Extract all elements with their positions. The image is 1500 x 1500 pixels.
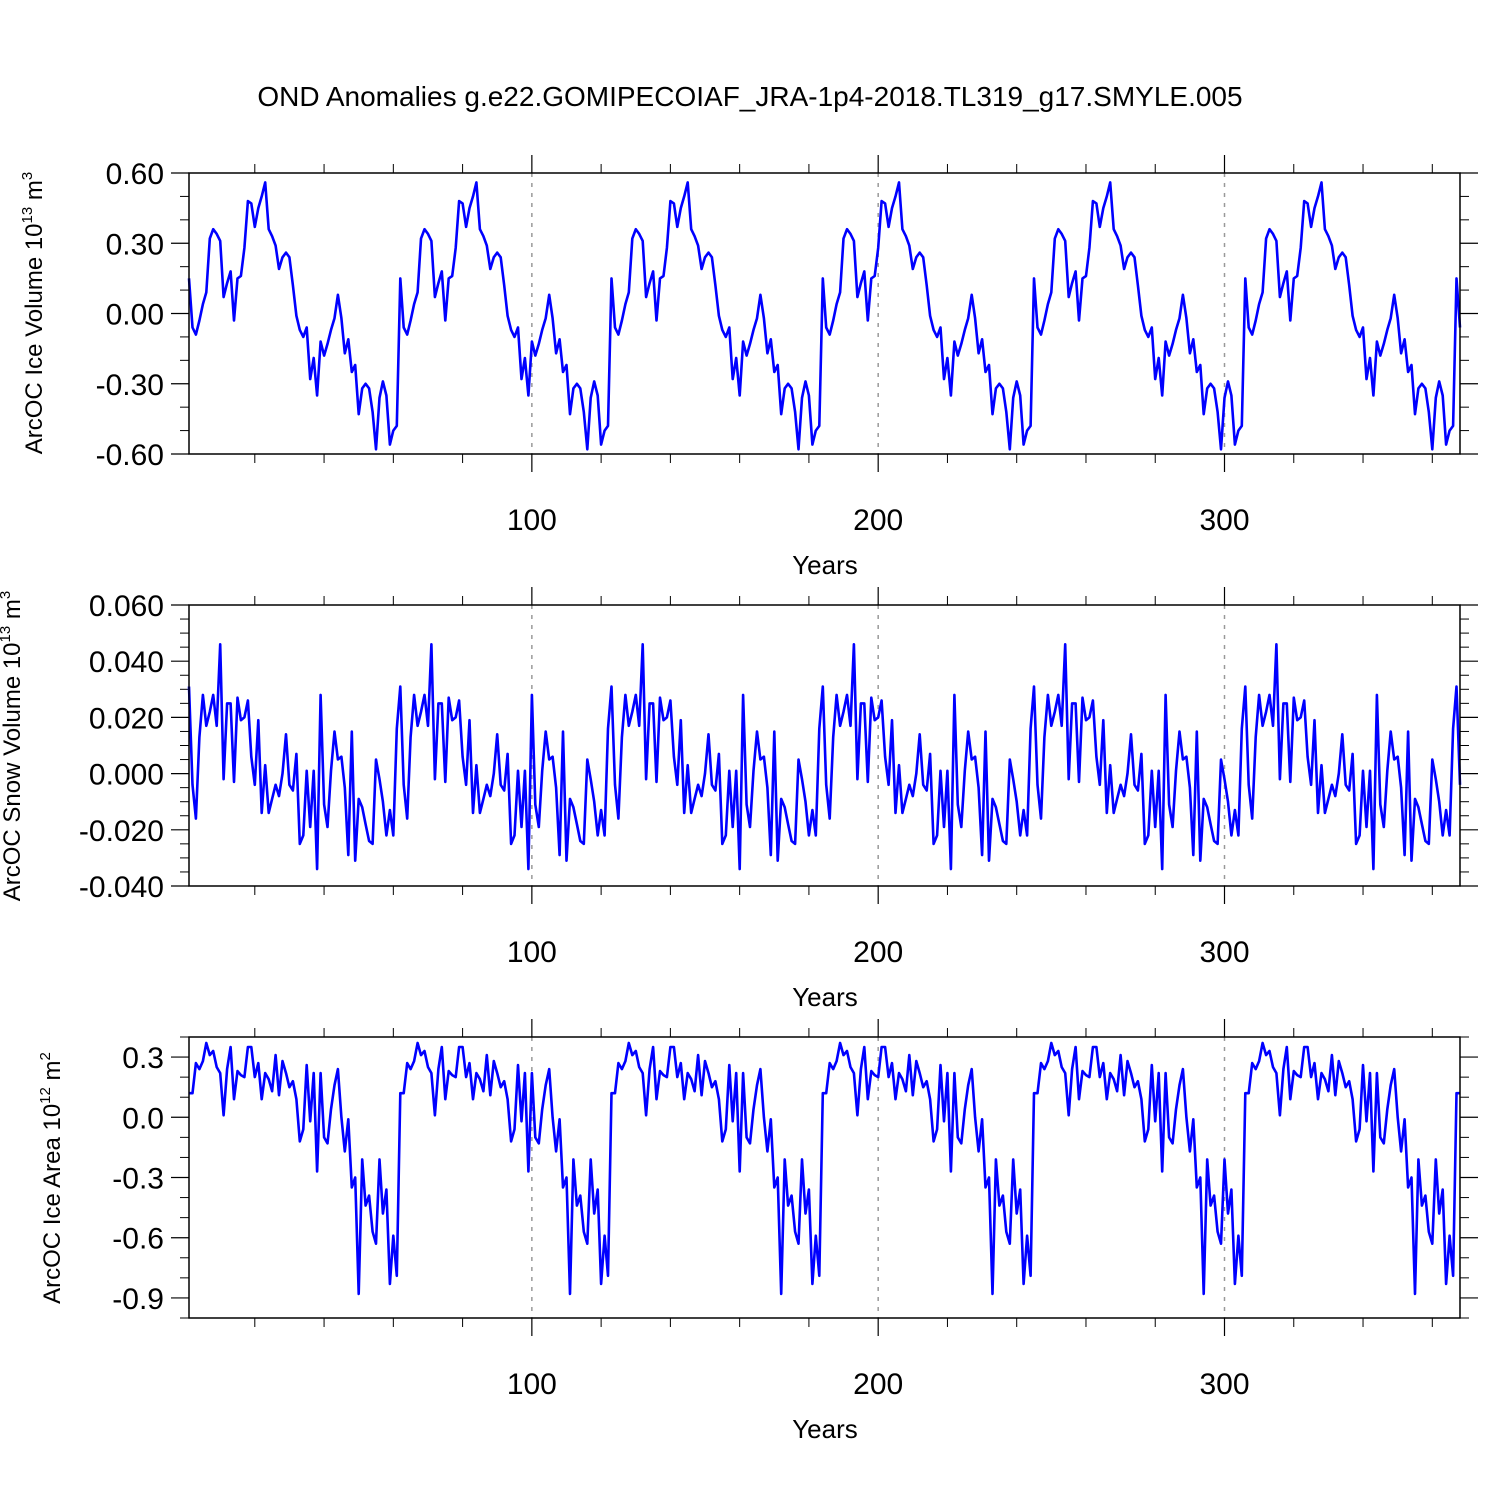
y-tick-label-snow-volume-2: 0.000 [89,759,164,792]
y-axis-label-ice-volume-unit: m [21,180,48,207]
series-line-ice-volume-0 [187,181,1462,451]
y-tick-label-ice-volume-1: -0.30 [96,369,164,402]
plot-area-ice-area: 100 200 300 -0.9 -0.6 -0.3 0.0 0.3 [112,1019,1478,1401]
y-axis-label-ice-area-prefix: ArcOC Ice Area 10 [39,1104,66,1304]
x-tick-label-ice-area-0: 100 [507,1368,557,1401]
y-axis-label-snow-volume-exp: 13 [0,626,14,643]
plot-area-ice-volume: 100 200 300 -0.60 -0.30 0.00 0.30 0.60 [96,155,1478,537]
x-tick-label-snow-volume-1: 200 [853,936,903,969]
y-tick-label-ice-volume-0: -0.60 [96,439,164,472]
y-tick-label-ice-volume-4: 0.60 [106,158,164,191]
x-axis-label-ice-volume: Years [792,550,858,580]
y-tick-label-ice-volume-3: 0.30 [106,228,164,261]
y-axis-label-ice-volume-unit-exp: 3 [19,172,36,180]
y-axis-label-ice-volume-exp: 13 [19,207,36,224]
series-line-snow-volume-0 [187,642,1462,871]
series-line-ice-area-0 [189,1041,1460,1296]
y-tick-label-ice-area-4: 0.3 [122,1042,164,1075]
y-tick-label-ice-area-1: -0.6 [112,1223,164,1256]
x-tick-label-ice-volume-1: 200 [853,504,903,537]
x-tick-label-ice-volume-2: 300 [1199,504,1249,537]
y-axis-label-snow-volume-prefix: ArcOC Snow Volume 10 [0,642,26,901]
y-axis-label-ice-area-unit-exp: 2 [37,1052,54,1060]
plot-area-snow-volume: 100 200 300 -0.040 -0.020 0.000 0.020 0.040 0.06… [79,587,1478,969]
y-tick-label-snow-volume-1: -0.020 [79,815,164,848]
y-axis-label-ice-area: ArcOC Ice Area 1012 m2 [37,1052,66,1304]
y-axis-label-ice-area-unit: m [39,1060,66,1087]
x-tick-label-ice-area-1: 200 [853,1368,903,1401]
y-tick-label-ice-volume-2: 0.00 [106,299,164,332]
y-axis-label-snow-volume-unit-exp: 3 [0,591,14,599]
panel-ice-area: 100 200 300 -0.9 -0.6 -0.3 0.0 0.3 Years ArcOC … [37,1019,1478,1444]
panel-ice-volume: 100 200 300 -0.60 -0.30 0.00 0.30 0.60 Years Ar… [19,155,1478,580]
plot-frame-snow-volume [188,604,1461,887]
x-axis-label-snow-volume: Years [792,982,858,1012]
x-tick-label-snow-volume-0: 100 [507,936,557,969]
x-tick-label-ice-volume-0: 100 [507,504,557,537]
plot-frame-ice-area [188,1036,1461,1319]
y-tick-label-snow-volume-3: 0.020 [89,702,164,735]
y-axis-label-ice-area-exp: 12 [37,1087,54,1104]
y-axis-label-snow-volume: ArcOC Snow Volume 1013 m3 [0,591,26,902]
x-axis-label-ice-area: Years [792,1414,858,1444]
y-axis-label-snow-volume-unit: m [0,599,26,626]
y-tick-label-snow-volume-5: 0.060 [89,590,164,623]
y-tick-label-ice-area-2: -0.3 [112,1163,164,1196]
y-tick-label-ice-area-0: -0.9 [112,1283,164,1316]
y-axis-label-ice-volume: ArcOC Ice Volume 1013 m3 [19,172,48,454]
chart-title: OND Anomalies g.e22.GOMIPECOIAF_JRA-1p4-… [257,81,1242,112]
y-tick-label-snow-volume-0: -0.040 [79,871,164,904]
y-tick-label-snow-volume-4: 0.040 [89,646,164,679]
plot-frame-ice-volume [188,172,1461,455]
x-tick-label-ice-area-2: 300 [1199,1368,1249,1401]
panel-snow-volume: 100 200 300 -0.040 -0.020 0.000 0.020 0.040 0.06… [0,587,1478,1012]
y-axis-label-ice-volume-prefix: ArcOC Ice Volume 10 [21,223,48,454]
y-tick-label-ice-area-3: 0.0 [122,1102,164,1135]
x-tick-label-snow-volume-2: 300 [1199,936,1249,969]
